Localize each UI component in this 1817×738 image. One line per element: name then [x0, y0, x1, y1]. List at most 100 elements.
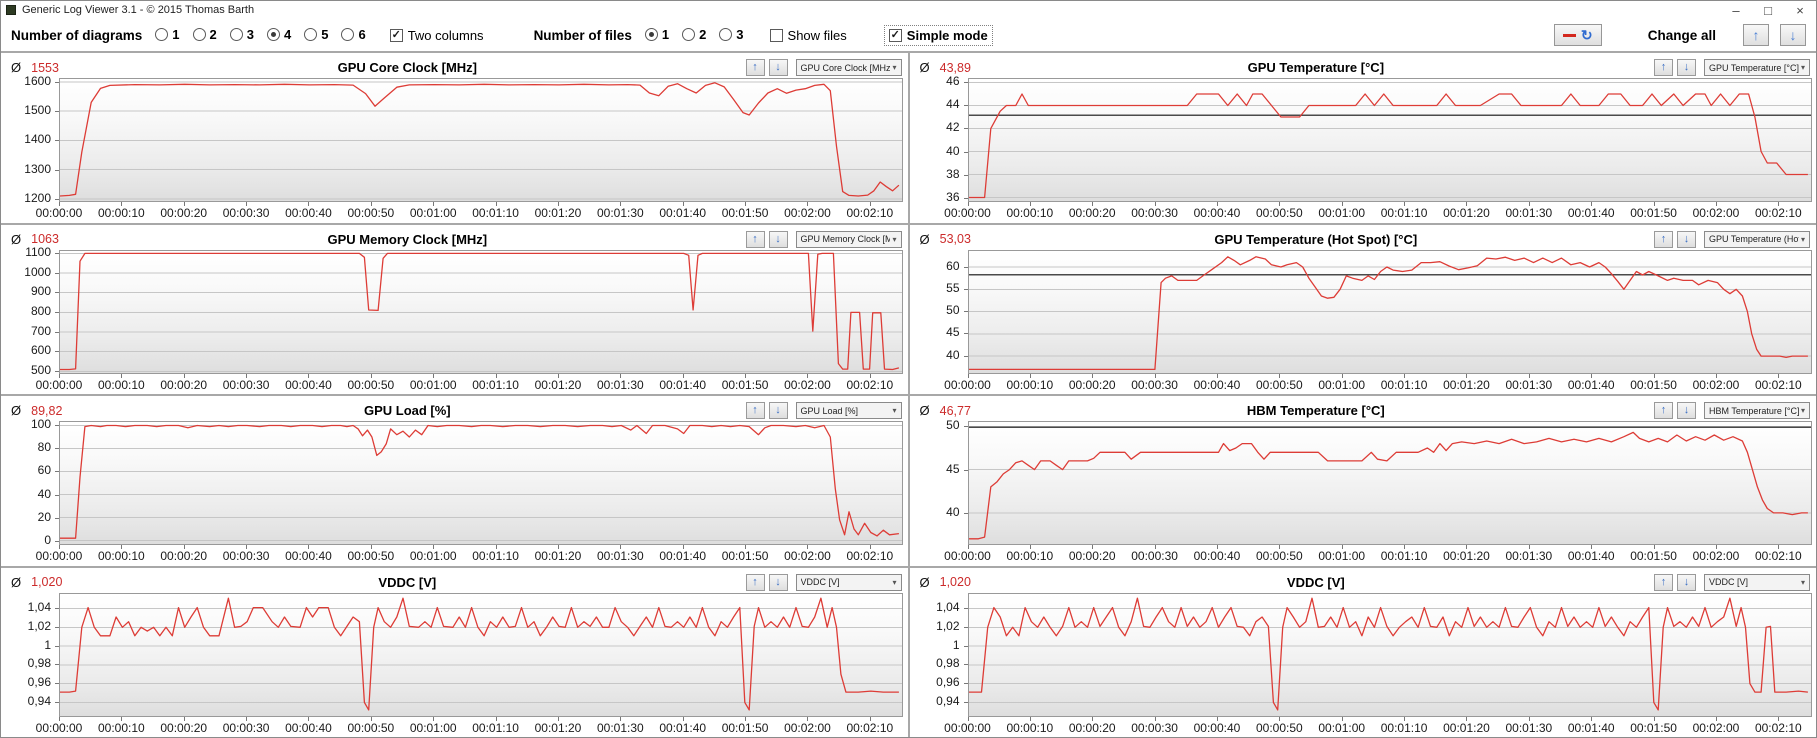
radio-diagrams-6[interactable]: 6 — [341, 27, 366, 42]
y-axis-label: 1300 — [24, 161, 51, 176]
move-chart-up-button[interactable]: ↑ — [745, 573, 765, 591]
change-all-down-button[interactable]: ↓ — [1780, 24, 1806, 46]
x-tick-mark — [183, 716, 185, 721]
arrow-down-icon: ↓ — [1789, 27, 1797, 43]
x-axis-label: 00:01:20 — [534, 720, 582, 735]
series-line — [60, 424, 899, 539]
metric-dropdown[interactable]: VDDC [V] ▾ — [1704, 573, 1810, 591]
plot-svg — [60, 597, 902, 711]
chart-plot: 50 45 40 00:00:00 00:00:10 00:00:20 00:00:30 00… — [914, 418, 1814, 564]
radio-diagrams-1[interactable]: 1 — [155, 27, 180, 42]
two-columns-checkbox[interactable]: ✓ Two columns — [389, 28, 484, 43]
chart-plot: 60 55 50 45 40 00:00:00 00:00:10 00:00:20 00:00:… — [914, 249, 1814, 393]
move-chart-down-button[interactable]: ↓ — [1677, 59, 1696, 76]
move-chart-down-button[interactable]: ↓ — [1677, 402, 1696, 419]
show-files-checkbox[interactable]: Show files — [769, 28, 847, 43]
x-tick-mark — [1029, 202, 1031, 206]
plot-area — [59, 78, 903, 202]
metric-dropdown[interactable]: GPU Temperature [°C] ▾ — [1704, 59, 1810, 76]
move-chart-down-button[interactable]: ↓ — [1677, 230, 1696, 248]
x-tick-mark — [869, 373, 871, 378]
x-tick-mark — [1154, 716, 1156, 721]
chevron-down-icon: ▾ — [1800, 234, 1805, 244]
move-chart-down-button[interactable]: ↓ — [768, 230, 788, 248]
metric-dropdown[interactable]: GPU Load [%] ▾ — [795, 402, 902, 419]
y-axis-label: 38 — [946, 166, 960, 181]
move-chart-up-button[interactable]: ↑ — [1654, 230, 1673, 248]
y-axis-label: 1400 — [24, 132, 51, 147]
y-tick-mark — [55, 626, 59, 628]
move-chart-up-button[interactable]: ↑ — [745, 230, 765, 248]
average-value: 1,020 — [939, 575, 971, 589]
radio-diagrams-4[interactable]: 4 — [266, 27, 291, 42]
radio-files-1[interactable]: 1 — [644, 27, 669, 42]
y-axis-label: 50 — [946, 418, 960, 433]
simple-mode-checkbox[interactable]: ✓ Simple mode — [883, 24, 993, 46]
move-chart-up-button[interactable]: ↑ — [1654, 59, 1673, 76]
chart-plot: 1,04 1,02 1 0,98 0,96 0,94 00:00:00 00:00:10 00:… — [914, 592, 1814, 736]
radio-label: 2 — [699, 26, 707, 42]
radio-button — [341, 27, 355, 41]
x-tick-mark — [869, 202, 871, 206]
average-symbol: Ø — [11, 60, 22, 75]
x-tick-mark — [1154, 373, 1156, 378]
radio-diagrams-5[interactable]: 5 — [304, 27, 328, 42]
move-chart-down-button[interactable]: ↓ — [768, 573, 788, 591]
radio-files-2[interactable]: 2 — [682, 27, 706, 42]
restore-button[interactable]: □ — [1764, 2, 1772, 18]
metric-dropdown[interactable]: HBM Temperature [°C] ▾ — [1704, 402, 1810, 419]
move-chart-up-button[interactable]: ↑ — [1654, 402, 1673, 419]
move-chart-up-button[interactable]: ↑ — [1654, 573, 1673, 591]
x-tick-mark — [1528, 373, 1530, 378]
y-axis-label: 0,98 — [936, 656, 960, 671]
average-value: 1063 — [31, 232, 59, 246]
y-tick-mark — [55, 664, 59, 666]
arrow-down-icon: ↓ — [775, 61, 781, 73]
x-tick-mark — [1778, 202, 1780, 206]
x-tick-mark — [308, 716, 310, 721]
sync-axes-button[interactable]: ↻ — [1553, 24, 1602, 46]
move-chart-up-button[interactable]: ↑ — [745, 402, 765, 419]
x-tick-mark — [745, 716, 747, 721]
y-axis-label: 1100 — [25, 244, 51, 259]
x-tick-mark — [1591, 373, 1593, 378]
metric-dropdown[interactable]: VDDC [V] ▾ — [795, 573, 902, 591]
radio-diagrams-3[interactable]: 3 — [229, 27, 254, 42]
metric-dropdown[interactable]: GPU Core Clock [MHz] ▾ — [795, 59, 902, 76]
metric-dropdown[interactable]: GPU Memory Clock [MHz] ▾ — [795, 230, 902, 248]
change-all-up-button[interactable]: ↑ — [1743, 24, 1769, 46]
x-tick-mark — [807, 545, 809, 549]
y-tick-mark — [963, 626, 968, 628]
x-axis-label: 00:01:50 — [1630, 206, 1677, 220]
metric-dropdown-value: GPU Memory Clock [MHz] — [800, 234, 891, 244]
y-tick-mark — [55, 645, 59, 647]
x-tick-mark — [1092, 373, 1094, 378]
x-axis-label: 00:00:50 — [347, 549, 395, 563]
y-tick-mark — [55, 701, 59, 703]
simple-mode-label: Simple mode — [906, 27, 988, 43]
move-chart-up-button[interactable]: ↑ — [745, 59, 765, 76]
move-chart-down-button[interactable]: ↓ — [1677, 573, 1696, 591]
radio-button — [155, 27, 169, 41]
x-tick-mark — [1591, 716, 1593, 721]
average-value: 1,020 — [31, 575, 63, 589]
metric-dropdown-value: HBM Temperature [°C] — [1709, 405, 1799, 416]
x-axis-label: 00:00:40 — [1193, 206, 1241, 220]
metric-dropdown[interactable]: GPU Temperature (Hot Sp ▾ — [1704, 230, 1810, 248]
radio-files-3[interactable]: 3 — [719, 27, 744, 42]
number-of-diagrams-label: Number of diagrams — [11, 27, 143, 43]
minimize-button[interactable]: – — [1732, 2, 1740, 18]
x-axis-label: 00:00:40 — [1193, 720, 1241, 735]
chevron-down-icon: ▾ — [1800, 577, 1805, 587]
x-axis-label: 00:00:30 — [1131, 206, 1178, 220]
x-axis-label: 00:01:30 — [1505, 206, 1553, 220]
move-chart-down-button[interactable]: ↓ — [768, 402, 788, 419]
x-axis-label: 00:02:10 — [846, 720, 894, 735]
move-chart-down-button[interactable]: ↓ — [768, 59, 788, 76]
x-tick-mark — [1092, 716, 1094, 721]
toolbar-right-group: ↻ Change all ↑ ↓ — [1553, 24, 1806, 46]
plot-area — [967, 78, 1812, 202]
radio-diagrams-2[interactable]: 2 — [192, 27, 217, 42]
close-button[interactable]: × — [1796, 2, 1804, 18]
